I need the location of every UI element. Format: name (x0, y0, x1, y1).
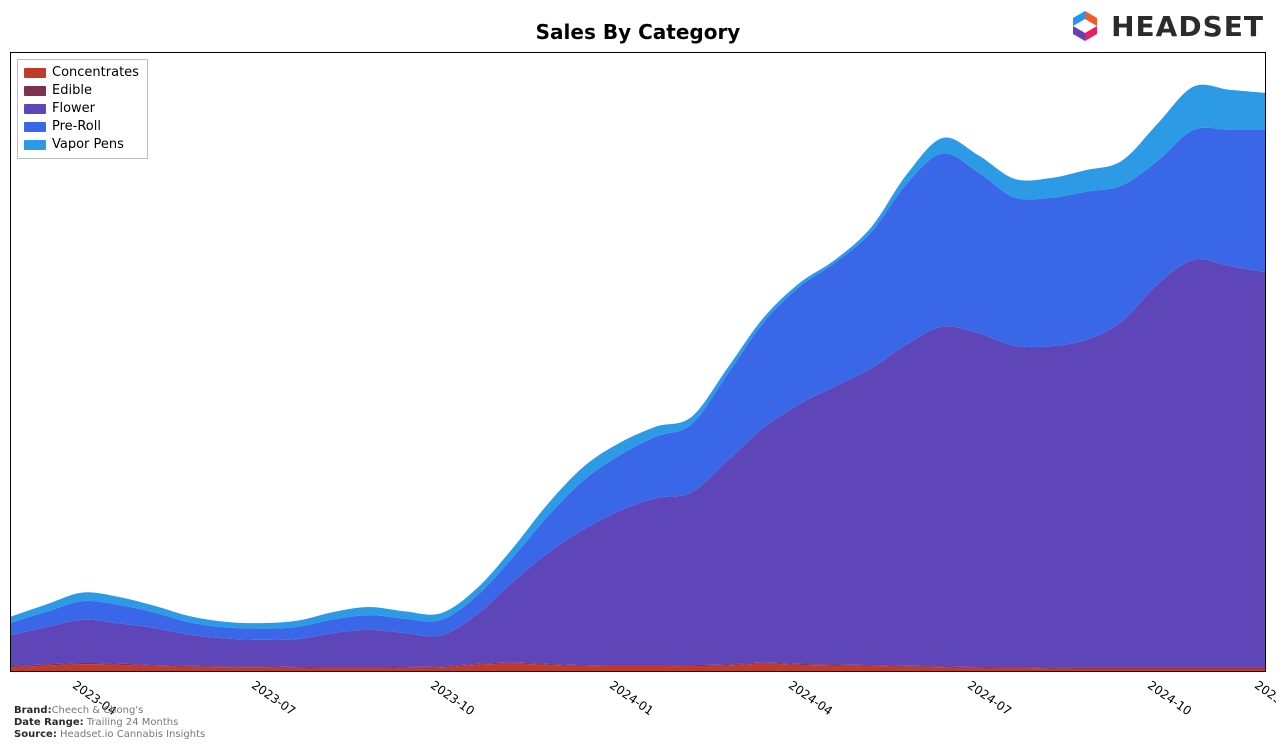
meta-range-label: Date Range: (14, 717, 84, 728)
legend-item-vapor-pens: Vapor Pens (24, 136, 139, 154)
x-tick-label: 2023-10 (428, 678, 477, 718)
legend-swatch (24, 68, 46, 78)
legend-item-flower: Flower (24, 100, 139, 118)
headset-logo-icon (1067, 8, 1103, 44)
brand-logo-text: HEADSET (1111, 10, 1264, 43)
legend-swatch (24, 86, 46, 96)
meta-source-value: Headset.io Cannabis Insights (60, 729, 205, 740)
legend-label: Concentrates (52, 64, 139, 82)
brand-logo: HEADSET (1067, 8, 1264, 44)
legend-swatch (24, 104, 46, 114)
legend-label: Flower (52, 100, 95, 118)
x-tick-label: 2025-01 (1252, 678, 1276, 718)
meta-brand-label: Brand: (14, 705, 52, 716)
chart-legend: ConcentratesEdibleFlowerPre-RollVapor Pe… (17, 59, 148, 159)
x-tick-label: 2024-01 (607, 678, 656, 718)
meta-source-label: Source: (14, 729, 57, 740)
legend-item-edible: Edible (24, 82, 139, 100)
legend-label: Edible (52, 82, 92, 100)
x-tick-label: 2024-04 (786, 678, 835, 718)
legend-item-concentrates: Concentrates (24, 64, 139, 82)
legend-item-pre-roll: Pre-Roll (24, 118, 139, 136)
meta-range-value: Trailing 24 Months (87, 717, 179, 728)
stacked-area-chart (11, 53, 1265, 671)
x-tick-label: 2024-07 (965, 678, 1014, 718)
chart-plot-area: ConcentratesEdibleFlowerPre-RollVapor Pe… (10, 52, 1266, 672)
legend-label: Pre-Roll (52, 118, 101, 136)
legend-swatch (24, 140, 46, 150)
chart-metadata: Brand:Cheech & Chong's Date Range: Trail… (14, 705, 205, 741)
legend-label: Vapor Pens (52, 136, 124, 154)
x-tick-label: 2023-07 (249, 678, 298, 718)
legend-swatch (24, 122, 46, 132)
meta-brand-value: Cheech & Chong's (52, 705, 144, 716)
x-tick-label: 2024-10 (1144, 678, 1193, 718)
